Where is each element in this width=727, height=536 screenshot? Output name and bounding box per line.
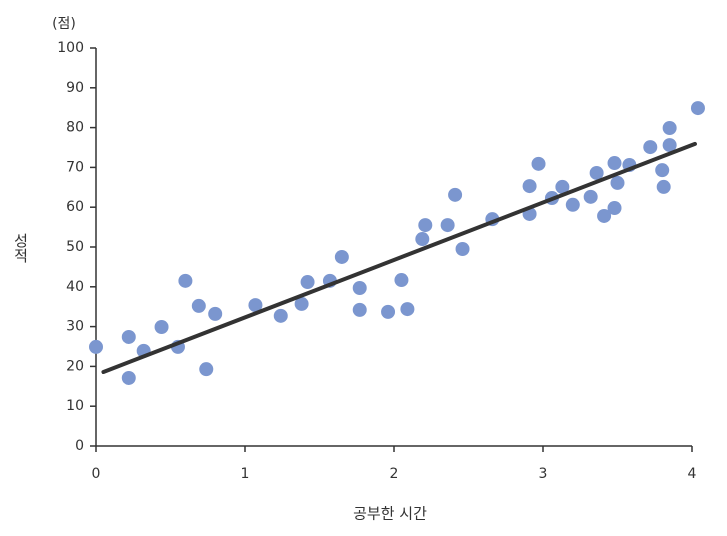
point (448, 187, 463, 202)
point (294, 296, 309, 311)
y-tick-label: 10 (66, 398, 84, 414)
x-tick-label: 4 (688, 466, 697, 482)
point (455, 241, 470, 256)
point (589, 165, 604, 180)
point (662, 120, 677, 135)
point (531, 156, 546, 171)
point (690, 101, 705, 116)
x-tick-label: 1 (241, 466, 250, 482)
point (555, 179, 570, 194)
point (418, 218, 433, 233)
point (154, 319, 169, 334)
y-axis-label: 성적 (12, 233, 30, 263)
point (121, 329, 136, 344)
point (352, 280, 367, 295)
point (352, 302, 367, 317)
point (643, 140, 658, 155)
point (522, 179, 537, 194)
point (300, 275, 315, 290)
point (656, 179, 671, 194)
y-tick-label: 0 (75, 438, 84, 454)
y-tick-label: 80 (66, 120, 84, 136)
point (400, 302, 415, 317)
point (583, 189, 598, 204)
point (199, 362, 214, 377)
point (610, 175, 625, 190)
x-tick-label: 3 (539, 466, 548, 482)
point (89, 339, 103, 354)
point (178, 273, 193, 288)
y-unit: (점) (52, 16, 76, 32)
point (394, 273, 409, 288)
point (121, 370, 136, 385)
point (334, 249, 349, 264)
y-tick-label: 50 (66, 239, 84, 255)
point (655, 163, 670, 178)
y-tick-label: 100 (57, 40, 84, 56)
x-tick-label: 2 (390, 466, 399, 482)
y-tick-label: 40 (66, 279, 84, 295)
x-axis-label: 공부한 시간 (353, 505, 427, 523)
y-tick-label: 60 (66, 199, 84, 215)
point (565, 197, 580, 212)
point (607, 200, 622, 215)
point (248, 298, 263, 313)
point (415, 232, 430, 247)
y-tick-label: 70 (66, 159, 84, 175)
point (191, 298, 206, 313)
point (607, 156, 622, 171)
y-tick-label: 90 (66, 80, 84, 96)
point (662, 138, 677, 153)
point (208, 306, 223, 321)
y-tick-label: 20 (66, 358, 84, 374)
y-tick-label: 30 (66, 319, 84, 335)
point (597, 208, 612, 223)
point (381, 304, 396, 319)
x-tick-label: 0 (92, 466, 101, 482)
trend-line (101, 141, 697, 374)
point (440, 218, 455, 233)
point (273, 308, 288, 323)
